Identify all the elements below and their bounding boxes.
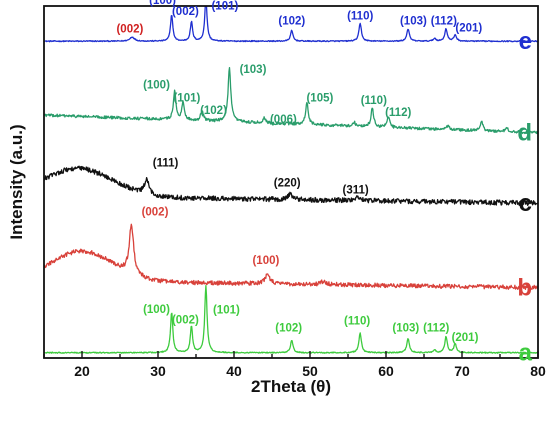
peak-label-a-x7: (201) <box>452 332 479 344</box>
peak-label-d-x2: (102) <box>200 105 227 117</box>
peak-label-d-x5: (105) <box>306 93 333 105</box>
series-letter-c: c <box>519 190 532 217</box>
series-line-e <box>44 6 538 43</box>
series-line-d <box>44 66 538 135</box>
peak-label-a-x2: (101) <box>213 305 240 317</box>
series-letter-e: e <box>519 28 532 55</box>
peak-label-a-x0: (100) <box>143 304 170 316</box>
x-tick-label-80: 80 <box>530 363 546 379</box>
x-tick-label-50: 50 <box>302 363 318 379</box>
peak-label-e-x2: (103) <box>400 16 427 28</box>
peak-label-e-1: (100) <box>149 0 176 7</box>
peak-label-d-x7: (112) <box>385 107 411 119</box>
peak-label-e-3: (101) <box>211 1 238 13</box>
peak-label-a-x5: (103) <box>392 323 419 335</box>
peak-label-e-x0: (102) <box>278 16 305 28</box>
peak-label-c-x0: (111) <box>153 158 179 170</box>
x-axis: 20 30 40 50 60 70 80 <box>43 351 546 379</box>
peak-label-a-x6: (112) <box>423 323 449 335</box>
series-line-a <box>44 284 538 354</box>
peak-label-b-x0: (002) <box>142 206 169 218</box>
peak-label-e-x3: (112) <box>431 16 457 28</box>
series-letter-d: d <box>517 120 532 147</box>
x-tick-label-70: 70 <box>454 363 470 379</box>
series-line-c <box>44 165 538 206</box>
peak-label-c-x1: (220) <box>274 178 301 190</box>
x-tick-label-40: 40 <box>226 363 242 379</box>
peak-label-e-2: (002) <box>172 6 199 18</box>
peak-label-d-x4: (006) <box>270 114 297 126</box>
peak-label-c-x2: (311) <box>342 185 368 197</box>
peak-label-d-x6: (110) <box>361 95 387 107</box>
series-letter-a: a <box>519 340 533 367</box>
peak-label-b-x1: (100) <box>252 255 279 267</box>
peak-label-e-x4: (201) <box>455 22 482 34</box>
peak-label-d-x1: (101) <box>173 93 200 105</box>
series-layer <box>44 6 538 354</box>
annotation-layer: (002)(100)(002) (101)(102) (110) (103) (112)… <box>116 0 532 367</box>
peak-label-a-x3: (102) <box>275 323 302 335</box>
x-axis-title: 2Theta (θ) <box>251 377 331 396</box>
plot-frame <box>43 5 539 359</box>
peak-label-d-x0: (100) <box>143 80 170 92</box>
peak-label-a-x1: (002) <box>172 315 199 327</box>
series-letter-b: b <box>517 275 532 302</box>
peak-label-a-x4: (110) <box>344 316 370 328</box>
peak-label-e-0: (002) <box>116 23 143 35</box>
x-tick-label-20: 20 <box>74 363 90 379</box>
series-line-b <box>44 223 538 291</box>
x-tick-label-30: 30 <box>150 363 166 379</box>
peak-label-d-x3: (103) <box>240 64 267 76</box>
peak-label-e-x1: (110) <box>347 10 373 22</box>
x-tick-label-60: 60 <box>378 363 394 379</box>
y-axis-title: Intensity (a.u.) <box>7 124 26 239</box>
